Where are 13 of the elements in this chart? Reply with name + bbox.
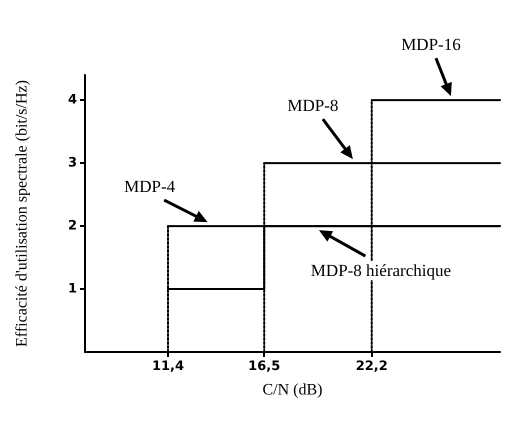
y-tick-label: 4 bbox=[68, 92, 77, 108]
x-axis-title: C/N (dB) bbox=[262, 382, 322, 398]
y-axis-title: Efficacité d'utilisation spectrale (bit/s/Hz) bbox=[14, 80, 30, 347]
annotation: MDP-8 bbox=[287, 96, 338, 116]
annotation: MDP-4 bbox=[124, 177, 176, 196]
x-tick-label: 16,5 bbox=[248, 359, 280, 374]
annotation: MDP-8 hiérarchique bbox=[310, 261, 452, 280]
y-tick-label: 2 bbox=[68, 218, 77, 234]
x-tick-label: 11,4 bbox=[152, 359, 184, 374]
y-tick-label: 1 bbox=[68, 282, 77, 297]
annotation: MDP-16 bbox=[401, 35, 461, 54]
x-tick-label: 22,2 bbox=[356, 359, 388, 374]
y-tick-label: 3 bbox=[68, 156, 77, 171]
